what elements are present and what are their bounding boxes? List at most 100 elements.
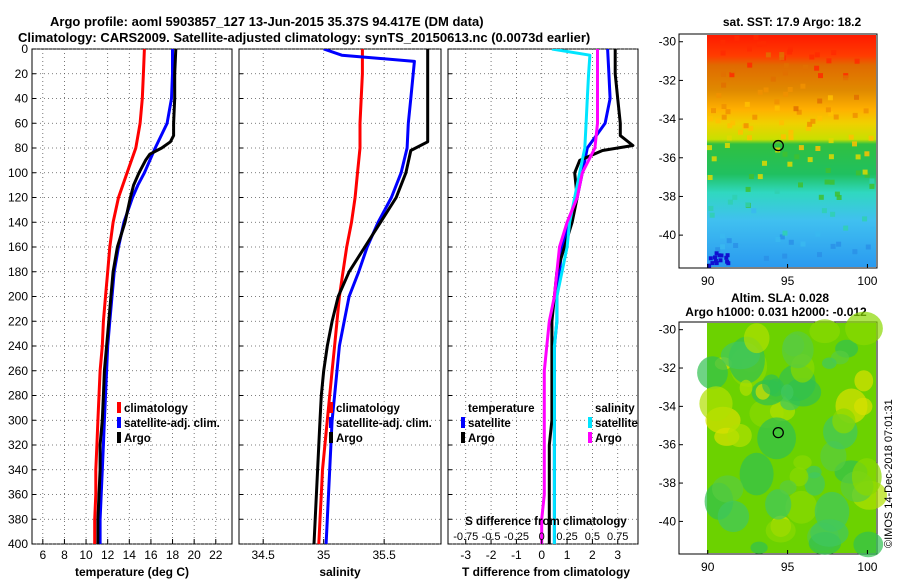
sst-pixel — [719, 233, 725, 239]
sla-blob — [785, 377, 822, 407]
sst-pixel — [745, 202, 751, 208]
legend-label-satellite: satellite-adj. clim. — [336, 418, 432, 430]
sst-pixel — [721, 82, 727, 88]
depth-tick-label: 360 — [8, 488, 28, 502]
sst-pixel — [708, 256, 713, 261]
sst-pixel — [718, 258, 723, 263]
sst-pixel — [815, 231, 821, 237]
depth-tick-label: 260 — [8, 364, 28, 378]
sst-pixel — [720, 50, 726, 56]
sst-pixel — [708, 116, 714, 122]
sst-pixel — [757, 174, 763, 180]
sst-pixel — [787, 49, 793, 55]
sst-pixel — [725, 253, 730, 258]
depth-axis-labels: 0 20 40 60 80 100 120 140 160 180 200 220 240 260 280 3… — [8, 42, 28, 551]
sst-pixel — [805, 125, 811, 131]
sla-blob — [739, 379, 753, 396]
depth-tick-label: 20 — [15, 67, 29, 81]
s-diff-tick-label: 0 — [539, 531, 545, 543]
sst-pixel — [830, 243, 836, 249]
depth-tick-label: 200 — [8, 290, 28, 304]
tick-label-x: 22 — [209, 548, 223, 562]
series-line-climatology — [93, 49, 146, 544]
sst-pixel — [800, 241, 806, 247]
depth-tick-label: 180 — [8, 265, 28, 279]
difference-lines — [540, 49, 635, 544]
tick-label-x: 6 — [39, 548, 46, 562]
sst-pixel — [710, 261, 715, 266]
salinity-ticks: 34.5 35 35.5 — [239, 48, 396, 562]
salinity-axis-label: salinity — [319, 565, 361, 579]
sst-pixel — [714, 251, 719, 256]
depth-tick-label: 340 — [8, 463, 28, 477]
sst-pixel — [831, 50, 837, 56]
sst-pixel — [782, 70, 788, 76]
sst-pixel — [747, 135, 752, 141]
sla-blob — [851, 458, 882, 496]
sst-pixel — [770, 76, 776, 82]
sst-pixel — [834, 191, 840, 197]
sst-pixel — [854, 94, 859, 100]
sst-pixel — [779, 55, 785, 61]
sst-pixel — [733, 243, 739, 248]
depth-tick-label: 100 — [8, 166, 28, 180]
sst-pixel — [715, 118, 721, 124]
sst-pixel — [836, 241, 842, 247]
sla-blob — [765, 489, 792, 520]
sla-blob — [780, 384, 794, 401]
sst-pixel — [815, 146, 821, 151]
difference-panel: -3 -2 -1 0 1 2 3 -0.75 -0.5 -0.25 0 0.25 0.5 0.75 T … — [447, 48, 639, 579]
legend-heading-salinity: salinity — [595, 403, 635, 415]
sst-pixel — [782, 151, 788, 157]
sst-pixel — [807, 121, 813, 127]
map-tick-label-x: 100 — [857, 560, 877, 574]
sst-pixel — [783, 91, 789, 97]
sst-pixel — [761, 41, 767, 47]
map-tick-label-x: 90 — [701, 274, 715, 288]
legend-label-satellite: satellite-adj. clim. — [124, 418, 220, 430]
sla-blob — [697, 356, 728, 390]
sst-pixel — [864, 151, 870, 157]
sst-pixel — [748, 125, 754, 131]
sst-pixel — [855, 170, 861, 176]
sst-pixel — [724, 255, 729, 260]
sst-pixel — [783, 63, 789, 69]
sst-pixel — [787, 87, 793, 92]
temperature-lines — [93, 49, 178, 544]
figure-title-line1: Argo profile: aoml 5903857_127 13-Jun-20… — [50, 14, 484, 29]
sst-pixel — [730, 68, 736, 74]
temperature-grid — [32, 48, 232, 545]
sst-pixel — [854, 58, 860, 64]
map-tick-label-y: -36 — [659, 438, 677, 452]
legend-swatch-s-satellite — [588, 417, 592, 428]
legend-swatch-t-argo — [461, 432, 465, 443]
sst-pixel — [711, 156, 717, 162]
series-line-argo — [96, 49, 178, 544]
legend-label-argo: Argo — [336, 433, 363, 445]
sst-pixel — [765, 52, 771, 58]
sst-pixel — [713, 258, 718, 263]
tick-label-x: 34.5 — [252, 548, 276, 562]
sst-pixel — [747, 62, 753, 68]
sst-pixel — [779, 52, 785, 58]
t-difference-axis-label: T difference from climatology — [462, 565, 630, 579]
sst-pixel — [863, 108, 869, 114]
legend-swatch-satellite — [117, 417, 121, 428]
sst-pixel — [724, 143, 730, 148]
sla-blob — [832, 408, 856, 434]
sst-pixel — [855, 154, 861, 160]
sst-pixel — [809, 54, 815, 60]
sst-pixel — [707, 263, 712, 268]
sst-pixel — [868, 135, 874, 141]
sst-pixel — [788, 239, 794, 245]
sst-pixel — [818, 73, 823, 79]
sst-pixel — [836, 195, 842, 200]
sst-pixel — [782, 253, 788, 259]
sst-pixel — [774, 99, 780, 105]
difference-legend-salinity: salinity satellite Argo — [588, 403, 638, 445]
series-line-satellite-adj-clim- — [323, 49, 416, 544]
sst-pixel — [821, 208, 827, 214]
tick-label-x: 1 — [564, 548, 571, 562]
s-diff-tick-label: 0.5 — [585, 531, 600, 543]
sla-map: Altim. SLA: 0.028 Argo h1000: 0.031 h200… — [659, 291, 888, 574]
